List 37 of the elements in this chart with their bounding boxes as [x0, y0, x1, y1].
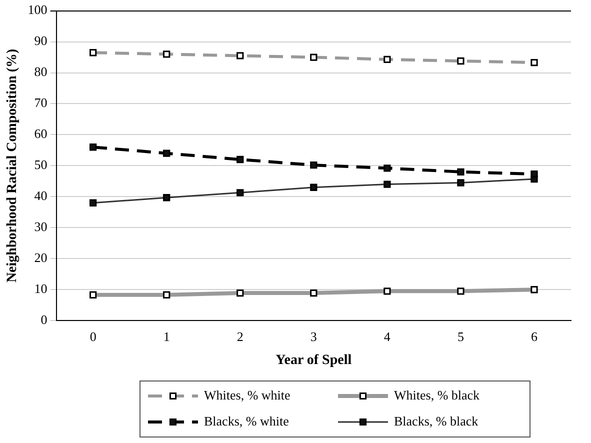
point: [89, 199, 97, 206]
x-tick-label: 5: [457, 328, 464, 344]
y-tick-label: 40: [34, 188, 48, 204]
y-tick-label: 80: [34, 64, 48, 80]
point: [457, 179, 464, 186]
y-tick-label: 30: [34, 219, 48, 234]
point: [384, 180, 391, 188]
y-tick-label: 0: [40, 312, 48, 328]
y-tick-label: 100: [28, 2, 48, 18]
point: [236, 156, 244, 164]
point: [163, 194, 170, 202]
legend-label: Whites, % black: [394, 387, 480, 402]
x-tick-label: 0: [90, 328, 96, 344]
x-tick-label: 1: [163, 328, 170, 344]
point: [163, 150, 170, 157]
point: [310, 162, 318, 169]
y-tick-label: 20: [34, 250, 48, 266]
y-tick-label: 90: [34, 33, 48, 48]
x-tick-label: 2: [236, 328, 244, 344]
point: [384, 164, 391, 172]
point: [530, 170, 538, 178]
point: [236, 189, 244, 196]
x-tick-label: 4: [384, 328, 391, 344]
point: [310, 184, 318, 191]
y-tick-label: 70: [34, 95, 48, 110]
x-tick-label: 3: [310, 328, 317, 344]
y-tick-label: 60: [34, 126, 48, 142]
y-tick-label: 50: [34, 157, 48, 172]
legend-label: Blacks, % black: [394, 413, 479, 428]
point: [457, 168, 464, 176]
point: [89, 144, 97, 151]
legend-label: Whites, % white: [204, 387, 291, 402]
y-axis-title: Neighborhood Racial Composition (%): [5, 48, 20, 283]
y-tick-label: 10: [34, 281, 48, 296]
legend-label: Blacks, % white: [204, 413, 290, 428]
x-tick-label: 6: [530, 328, 538, 344]
x-axis-title: Year of Spell: [276, 353, 352, 368]
